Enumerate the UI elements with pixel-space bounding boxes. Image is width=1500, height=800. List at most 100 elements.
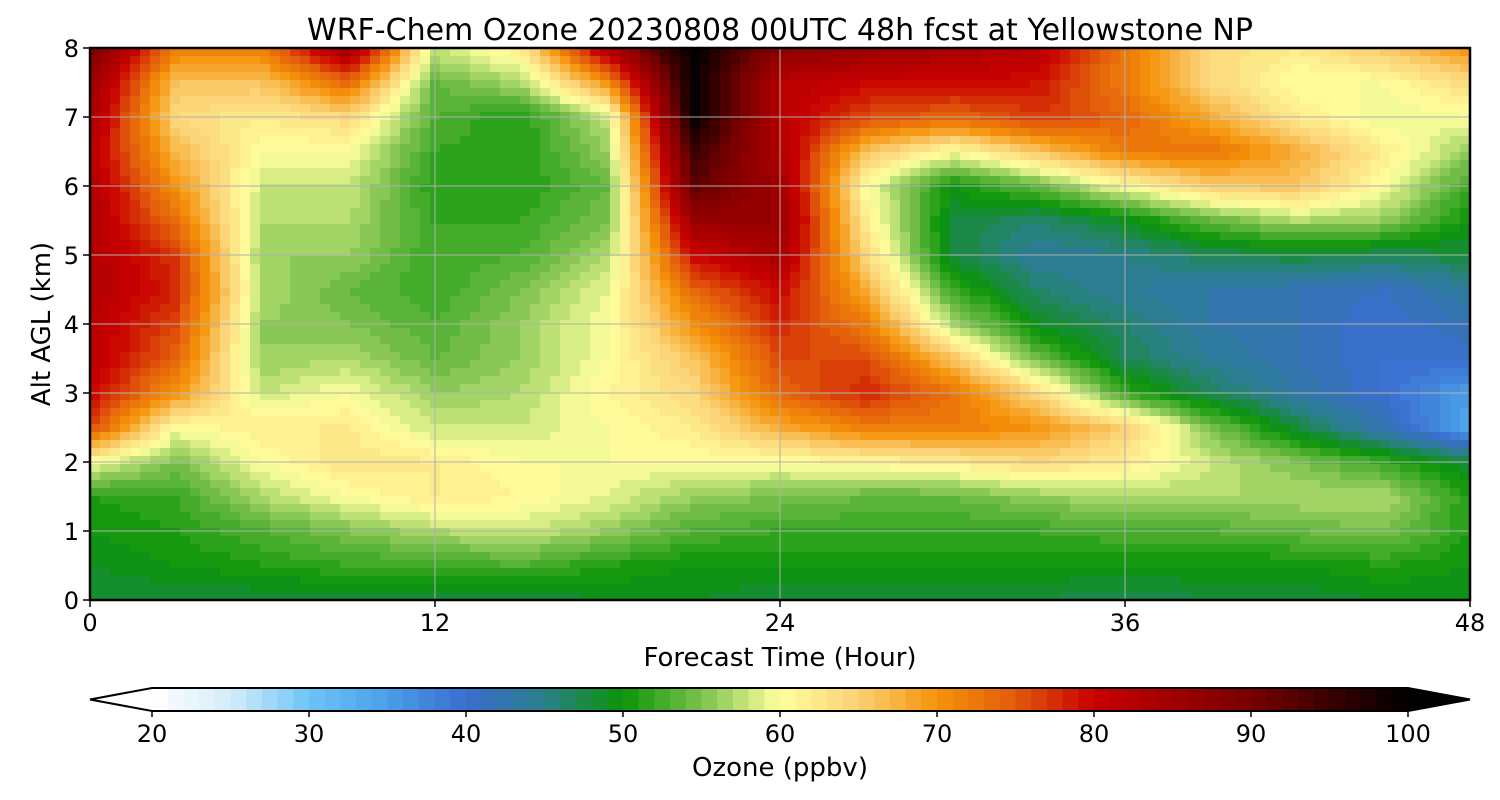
heatmap-cell [1230,112,1241,121]
heatmap-cell [1100,96,1111,105]
heatmap-cell [1090,136,1101,145]
heatmap-cell [1310,312,1321,321]
heatmap-cell [1050,104,1061,113]
heatmap-cell [1280,160,1291,169]
heatmap-cell [460,240,471,249]
heatmap-cell [780,80,791,89]
heatmap-cell [1250,120,1261,129]
heatmap-cell [710,120,721,129]
heatmap-cell [1070,200,1081,209]
heatmap-cell [300,256,311,265]
heatmap-cell [340,136,351,145]
heatmap-cell [670,280,681,289]
heatmap-cell [1350,208,1361,217]
heatmap-cell [520,272,531,281]
heatmap-cell [260,96,271,105]
heatmap-cell [710,200,721,209]
heatmap-cell [1300,248,1311,257]
heatmap-cell [1110,288,1121,297]
heatmap-cell [450,136,461,145]
heatmap-cell [530,120,541,129]
heatmap-cell [800,240,811,249]
heatmap-cell [1190,288,1201,297]
heatmap-cell [510,160,521,169]
heatmap-cell [320,160,331,169]
heatmap-cell [1190,152,1201,161]
heatmap-cell [1040,224,1051,233]
heatmap-cell [1090,296,1101,305]
heatmap-cell [300,312,311,321]
heatmap-cell [480,232,491,241]
heatmap-cell [1430,64,1441,73]
heatmap-cell [110,288,121,297]
heatmap-cell [1000,64,1011,73]
heatmap-cell [670,144,681,153]
heatmap-cell [170,208,181,217]
heatmap-cell [300,288,311,297]
heatmap-cell [180,232,191,241]
heatmap-cell [1100,112,1111,121]
heatmap-cell [930,184,941,193]
heatmap-cell [980,264,991,273]
heatmap-cell [260,240,271,249]
heatmap-cell [1050,232,1061,241]
heatmap-cell [1280,280,1291,289]
heatmap-cell [900,328,911,337]
heatmap-cell [960,48,971,57]
heatmap-cell [980,80,991,89]
heatmap-cell [910,256,921,265]
heatmap-cell [530,328,541,337]
heatmap-cell [1190,72,1201,81]
heatmap-cell [750,104,761,113]
heatmap-cell [270,64,281,73]
heatmap-cell [1170,288,1181,297]
heatmap-cell [480,240,491,249]
heatmap-cell [170,112,181,121]
heatmap-cell [1240,56,1251,65]
heatmap-cell [510,80,521,89]
heatmap-cell [250,128,261,137]
heatmap-cell [1410,112,1421,121]
heatmap-cell [120,64,131,73]
heatmap-cell [1300,136,1311,145]
heatmap-cell [1450,72,1461,81]
heatmap-cell [1170,112,1181,121]
heatmap-cell [910,72,921,81]
heatmap-cell [1360,144,1371,153]
heatmap-cell [1170,96,1181,105]
heatmap-cell [990,64,1001,73]
heatmap-cell [100,256,111,265]
heatmap-cell [700,128,711,137]
heatmap-cell [520,216,531,225]
heatmap-cell [720,208,731,217]
heatmap-cell [290,208,301,217]
heatmap-cell [400,208,411,217]
heatmap-cell [170,72,181,81]
heatmap-cell [1010,96,1021,105]
heatmap-cell [370,312,381,321]
heatmap-cell [1450,80,1461,89]
heatmap-cell [1010,224,1021,233]
heatmap-cell [570,160,581,169]
heatmap-cell [1070,272,1081,281]
heatmap-cell [240,168,251,177]
heatmap-cell [710,96,721,105]
heatmap-cell [300,48,311,57]
heatmap-cell [560,304,571,313]
heatmap-cell [1370,248,1381,257]
heatmap-cell [1460,160,1471,169]
heatmap-cell [210,296,221,305]
heatmap-cell [390,272,401,281]
heatmap-cell [380,312,391,321]
heatmap-cell [560,104,571,113]
heatmap-cell [670,256,681,265]
heatmap-cell [380,216,391,225]
heatmap-cell [510,208,521,217]
heatmap-cell [610,128,621,137]
heatmap-cell [1230,176,1241,185]
heatmap-cell [1040,144,1051,153]
heatmap-cell [630,240,641,249]
heatmap-cell [770,216,781,225]
heatmap-cell [700,80,711,89]
heatmap-cell [260,208,271,217]
